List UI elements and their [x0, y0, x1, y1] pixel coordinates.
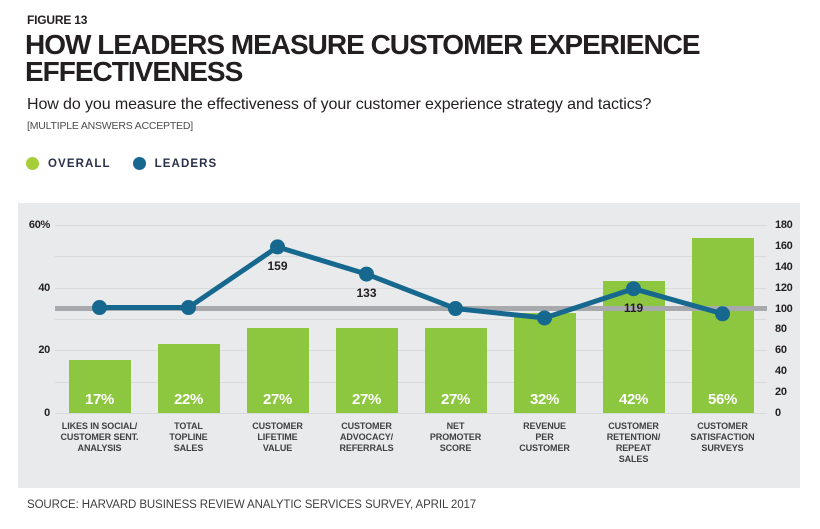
left-axis-tick: 0	[44, 407, 50, 419]
bar: 27%	[424, 328, 487, 413]
right-axis-tick: 80	[775, 323, 787, 336]
legend-item-overall: OVERALL	[26, 157, 111, 170]
category-label: CUSTOMER LIFETIME VALUE	[252, 421, 303, 453]
category-label: NET PROMOTER SCORE	[429, 421, 482, 453]
category-label: LIKES IN SOCIAL/ CUSTOMER SENT. ANALYSIS	[60, 421, 139, 453]
bar: 22%	[157, 344, 220, 413]
category-label: CUSTOMER SATISFACTION SURVEYS	[690, 421, 755, 453]
grid-line	[55, 350, 767, 352]
right-axis-tick: 60	[775, 344, 787, 357]
category-label: CUSTOMER ADVOCACY/ REFERRALS	[339, 421, 394, 453]
category-label: CUSTOMER RETENTION/ REPEAT SALES	[606, 421, 661, 464]
right-axis-tick: 180	[775, 219, 793, 231]
bar: 17%	[68, 359, 131, 413]
subtitle: How do you measure the effectiveness of …	[27, 96, 652, 113]
bar-value-label: 56%	[707, 390, 738, 408]
leaders-point	[270, 239, 285, 255]
bar-value-label: 27%	[262, 390, 293, 408]
leaders-dot-icon	[132, 157, 146, 170]
legend-label-overall: OVERALL	[48, 157, 111, 170]
bar-value-label: 17%	[84, 390, 115, 408]
legend-label-leaders: LEADERS	[154, 157, 218, 170]
bar-value-label: 22%	[173, 390, 204, 408]
right-axis-tick: 100	[775, 302, 793, 315]
right-axis-tick: 120	[775, 281, 793, 294]
category-label: REVENUE PER CUSTOMER	[519, 421, 570, 453]
page-title: HOW LEADERS MEASURE CUSTOMER EXPERIENCE …	[25, 29, 701, 87]
reference-line	[55, 306, 767, 312]
category-label: TOTAL TOPLINE SALES	[169, 421, 208, 453]
grid-line	[55, 413, 767, 414]
bar: 27%	[335, 328, 398, 413]
left-axis-tick: 20	[38, 344, 50, 357]
line-point-label: 159	[267, 258, 288, 273]
bar: 56%	[691, 237, 754, 413]
grid-line	[55, 381, 767, 383]
right-axis-tick: 160	[775, 239, 793, 252]
line-point-label: 119	[623, 300, 644, 315]
legend: OVERALL LEADERS	[26, 157, 217, 170]
bar: 27%	[246, 328, 309, 413]
figure-label: FIGURE 13	[27, 13, 88, 27]
leaders-point	[359, 266, 374, 282]
grid-line	[55, 256, 767, 258]
source-line: SOURCE: HARVARD BUSINESS REVIEW ANALYTIC…	[27, 499, 477, 511]
legend-item-leaders: LEADERS	[132, 157, 218, 170]
survey-note: [MULTIPLE ANSWERS ACCEPTED]	[27, 120, 193, 132]
right-axis-tick: 40	[775, 365, 787, 378]
bar-value-label: 42%	[618, 390, 649, 408]
overall-dot-icon	[26, 157, 39, 170]
bar-value-label: 27%	[351, 390, 382, 408]
right-axis-tick: 0	[775, 407, 781, 419]
left-axis-tick: 40	[38, 281, 50, 294]
right-axis-tick: 140	[775, 260, 793, 273]
line-point-label: 133	[356, 286, 377, 301]
right-axis-tick: 20	[775, 386, 787, 399]
chart-panel: 60% 40 20 0 180 160 140 120 100 80 60 40 20 0 17% 22%…	[18, 203, 800, 488]
bar: 32%	[513, 312, 576, 413]
bar-value-label: 27%	[440, 390, 471, 408]
left-axis-tick: 60%	[28, 219, 50, 231]
grid-line	[55, 225, 767, 226]
bar-value-label: 32%	[529, 390, 560, 408]
